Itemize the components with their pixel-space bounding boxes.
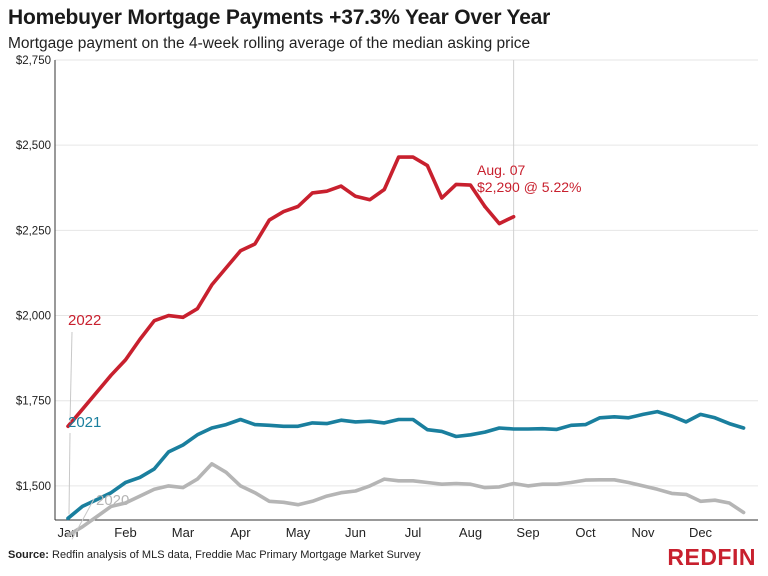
source-note: Source: Redfin analysis of MLS data, Fre… — [8, 549, 421, 561]
series-lines — [66, 155, 746, 538]
y-tick-label: $2,500 — [16, 140, 51, 152]
source-label: Source: — [8, 549, 49, 561]
source-text: Redfin analysis of MLS data, Freddie Mac… — [52, 549, 421, 561]
x-tick-label: Dec — [689, 525, 713, 540]
y-axis-ticks: $1,500 $1,750 $2,000 $2,250 $2,500 $2,750 — [16, 55, 51, 493]
chart-subtitle: Mortgage payment on the 4-week rolling a… — [8, 35, 531, 52]
annotation-date: Aug. 07 — [477, 162, 525, 178]
label-leader-2021 — [68, 432, 71, 515]
x-tick-label: May — [286, 525, 311, 540]
series-label-2022: 2022 — [68, 312, 101, 329]
series-line-2020 — [66, 461, 746, 538]
y-tick-label: $2,750 — [16, 55, 51, 67]
x-tick-label: Sep — [516, 525, 539, 540]
annotation-value: $2,290 @ 5.22% — [477, 179, 582, 195]
y-tick-label: $1,750 — [16, 396, 51, 408]
x-axis-ticks: Jan Feb Mar Apr May Jun Jul Aug Sep Oct Nov Dec — [58, 525, 713, 540]
series-line-2021 — [66, 409, 746, 521]
redfin-logo: REDFIN — [667, 544, 756, 570]
x-tick-label: Jul — [405, 525, 422, 540]
x-tick-label: Oct — [575, 525, 596, 540]
gridlines — [55, 59, 758, 487]
x-tick-label: Nov — [631, 525, 655, 540]
x-tick-label: Mar — [172, 525, 195, 540]
series-line-2022 — [66, 155, 487, 429]
x-tick-label: Aug — [459, 525, 482, 540]
series-label-2021: 2021 — [68, 414, 101, 431]
x-tick-label: Feb — [114, 525, 136, 540]
series-line-2022-tail — [483, 204, 516, 226]
x-tick-label: Jun — [345, 525, 366, 540]
y-tick-label: $1,500 — [16, 481, 51, 493]
y-tick-label: $2,000 — [16, 311, 51, 323]
label-leader-2022 — [69, 331, 73, 423]
label-leader-2020 — [71, 498, 95, 540]
chart-title: Homebuyer Mortgage Payments +37.3% Year … — [8, 6, 551, 29]
series-labels: 2022 2021 2020 — [68, 312, 129, 540]
x-tick-label: Apr — [230, 525, 251, 540]
series-label-2020: 2020 — [96, 492, 129, 509]
y-tick-label: $2,250 — [16, 225, 51, 237]
